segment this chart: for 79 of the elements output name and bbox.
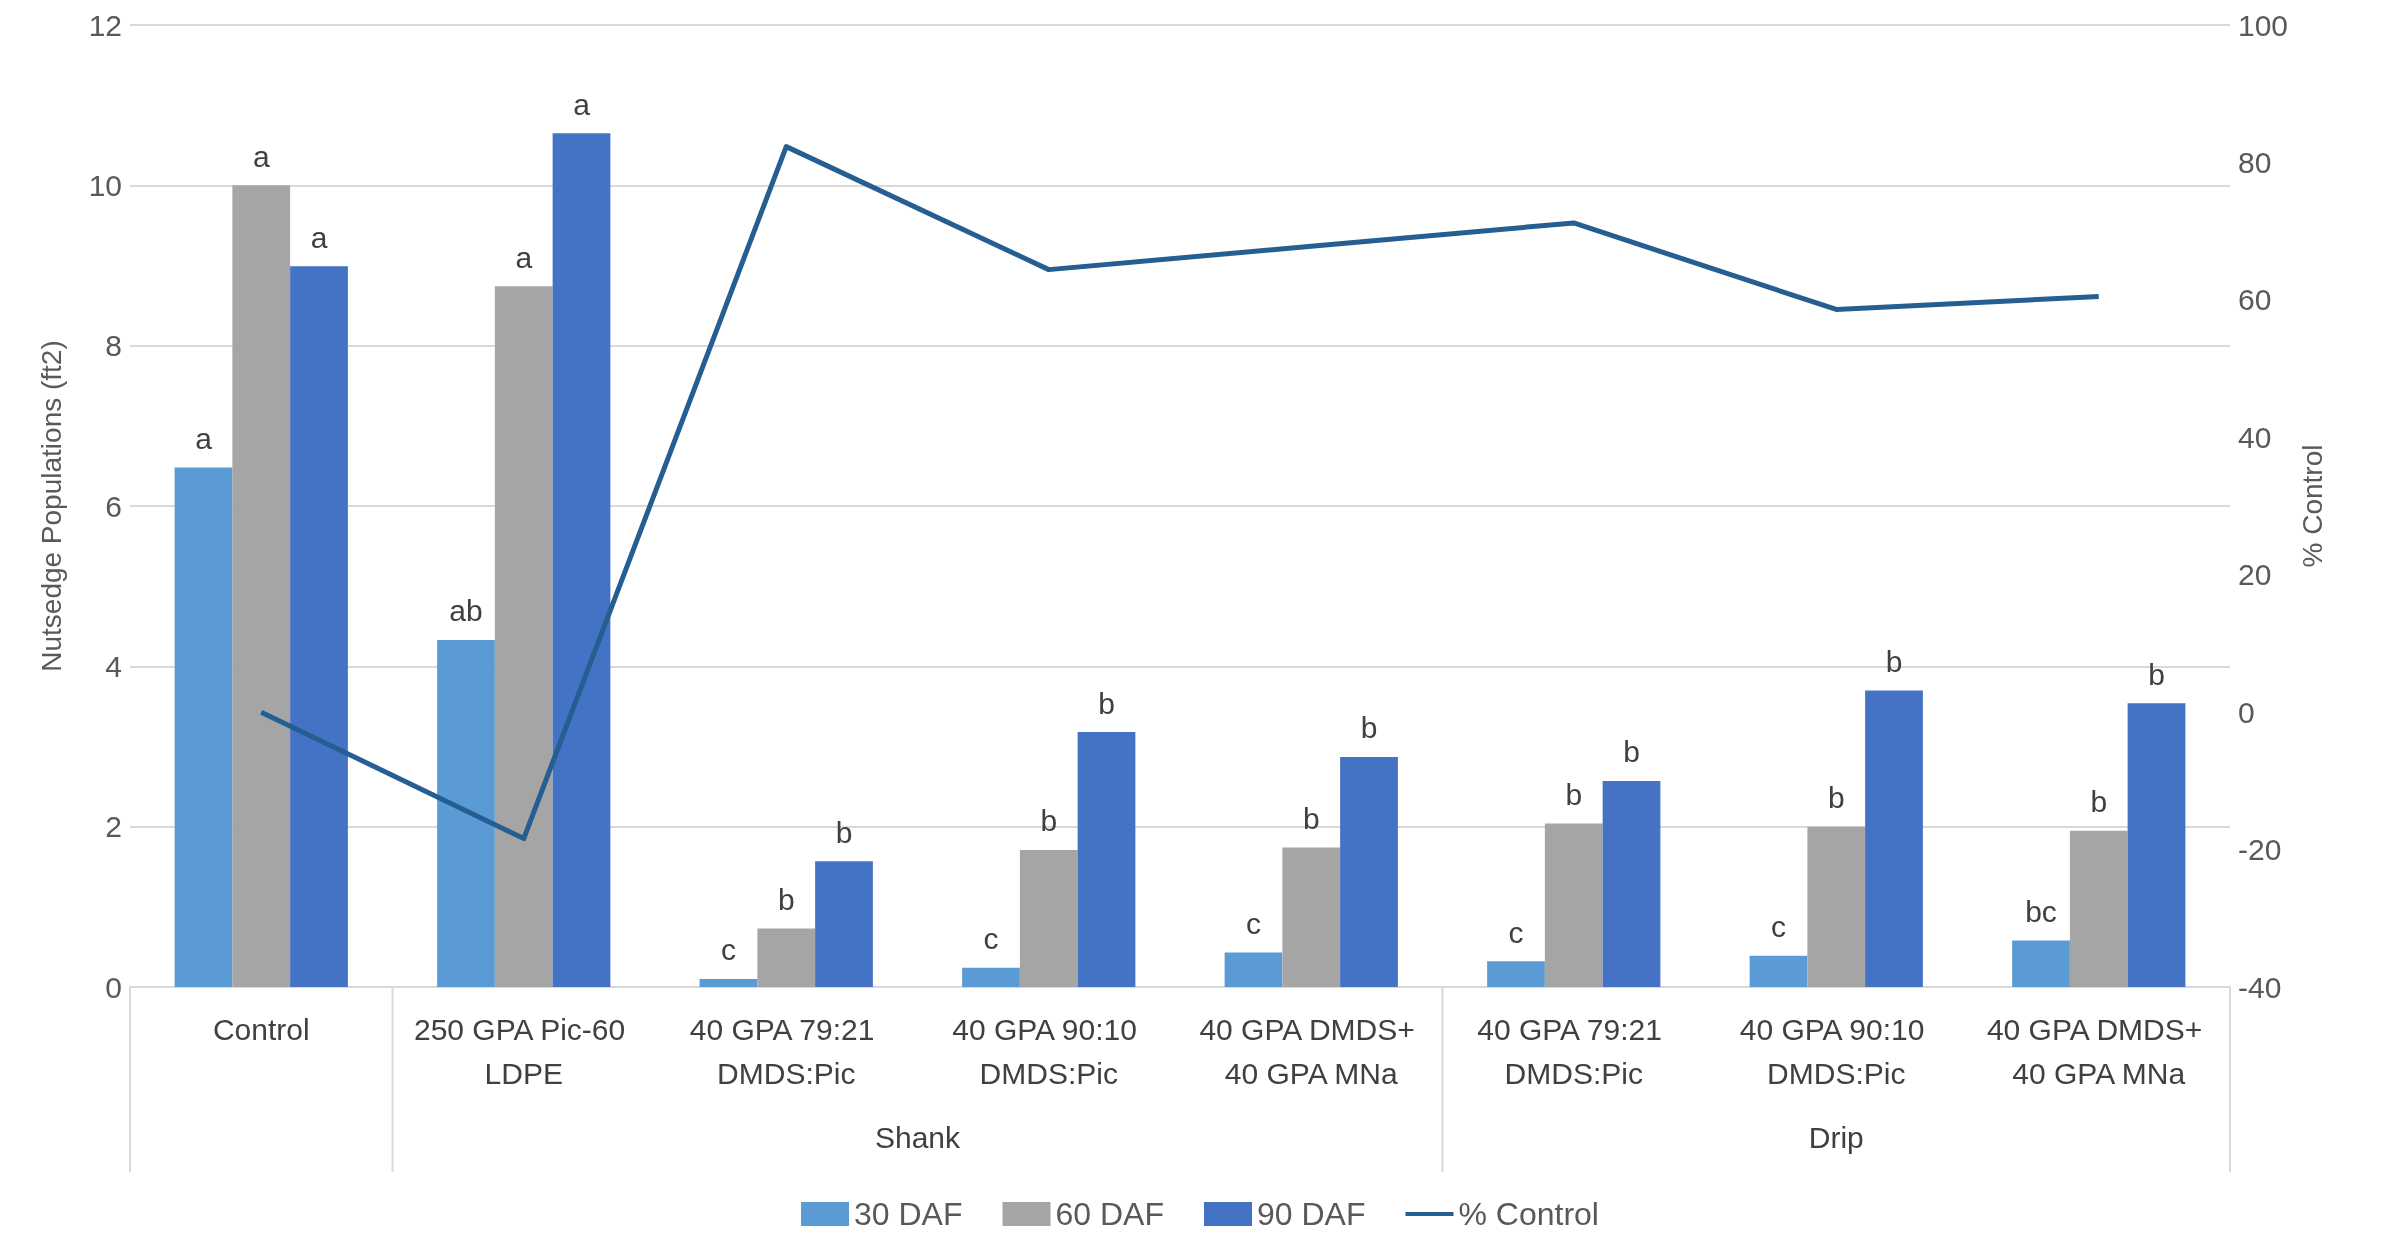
data-label: b [1885,644,1903,678]
legend-label: 30 DAF [854,1196,963,1232]
bar [2012,940,2070,987]
y-tick-label: 8 [105,329,122,363]
bar [1077,732,1136,987]
bar [757,928,816,987]
text: Shank [874,1120,962,1154]
bar [815,861,873,987]
data-label: b [1098,686,1115,720]
x-tick-label: 40 GPA DMDS+ 40 GPA MNa [1986,1012,2211,1090]
bar [290,266,348,987]
y-tick-label: 4 [105,649,122,683]
y2-tick-label: 40 [2238,420,2272,454]
y2-tick-label: 60 [2238,283,2272,317]
y-tick-label: 12 [88,8,122,42]
data-label: ab [449,594,483,628]
legend-label: % Control [1458,1196,1599,1232]
data-label: c [1508,915,1524,949]
data-label: b [1040,804,1058,838]
data-label: c [1771,910,1786,944]
bar [962,967,1020,987]
bar [1602,780,1661,987]
data-label: b [1360,711,1378,745]
bar [552,133,611,987]
y-tick-label: 2 [105,810,122,844]
data-label: b [1623,735,1640,769]
data-label: a [310,220,328,254]
bar [1807,826,1866,987]
data-label: b [1827,781,1845,815]
legend-label: 90 DAF [1256,1196,1366,1232]
data-label: b [777,882,795,916]
data-label: c [721,933,736,967]
y2-tick-label: 0 [2238,695,2255,729]
data-label: b [1302,802,1320,836]
bar [1865,690,1923,987]
x-tick-label: 250 GPA Pic-60 LDPE [413,1012,634,1090]
x-tick-label: 40 GPA 79:21 DMDS:Pic [689,1012,883,1090]
data-label: a [252,139,270,173]
data-label: b [2148,657,2165,691]
y2-tick-label: -40 [2238,970,2282,1004]
x-tick-label: 40 GPA 90:10 DMDS:Pic [952,1012,1146,1090]
legend-label: 60 DAF [1055,1196,1164,1232]
data-label: b [1565,777,1583,811]
data-label: a [515,240,533,274]
data-label: bc [2025,895,2057,928]
data-label: c [1246,907,1261,941]
bar [174,467,233,987]
bar [2069,830,2128,987]
x-tick-label: 40 GPA DMDS+ 40 GPA MNa [1199,1012,1424,1090]
y2-tick-label: 100 [2238,8,2289,42]
data-label: b [835,815,853,849]
y2-tick-label: 80 [2238,145,2272,179]
y-tick-label: 6 [105,489,122,523]
bar [1340,756,1398,987]
x-tick-label: Control [212,1012,310,1046]
bar [1487,961,1545,987]
bar [1544,823,1603,987]
bar [699,978,758,987]
y2-tick-label: 20 [2238,558,2272,592]
bar [437,639,495,987]
y2-tick-label: -20 [2238,833,2282,867]
data-label: b [2090,785,2108,819]
bar [1282,847,1341,987]
bar [1019,849,1078,987]
y-tick-label: 10 [88,168,122,202]
data-label: c [983,922,999,956]
x-tick-label: 40 GPA 79:21 DMDS:Pic [1477,1012,1671,1090]
bar [232,185,291,987]
bar [2127,703,2186,987]
bar [1224,952,1283,987]
text: Drip [1808,1120,1864,1154]
data-label: a [195,422,213,456]
data-label: a [573,87,591,121]
y-tick-label: 0 [105,970,122,1004]
bar [1749,955,1808,987]
x-tick-label: 40 GPA 90:10 DMDS:Pic [1739,1012,1933,1090]
bar [494,286,553,987]
y2-axis-title: % Control [2297,444,2329,568]
y-axis-title: Nutsedge Populations (ft2) [35,340,67,672]
